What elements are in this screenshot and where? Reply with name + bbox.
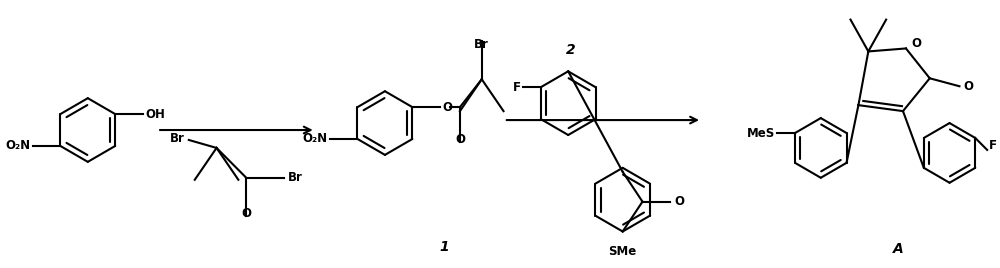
Text: MeS: MeS bbox=[747, 126, 775, 140]
Text: 2: 2 bbox=[566, 43, 576, 57]
Text: Br: Br bbox=[170, 132, 185, 146]
Text: O: O bbox=[455, 133, 465, 146]
Text: O: O bbox=[442, 101, 452, 114]
Text: O₂N: O₂N bbox=[303, 132, 328, 146]
Text: SMe: SMe bbox=[609, 245, 637, 258]
Text: O: O bbox=[241, 207, 251, 219]
Text: 1: 1 bbox=[440, 240, 449, 254]
Text: Br: Br bbox=[474, 38, 489, 50]
Text: O: O bbox=[963, 80, 973, 93]
Text: Br: Br bbox=[288, 171, 303, 184]
Text: OH: OH bbox=[145, 108, 165, 121]
Text: O₂N: O₂N bbox=[5, 139, 31, 152]
Text: A: A bbox=[893, 242, 903, 256]
Text: F: F bbox=[989, 139, 997, 152]
Text: F: F bbox=[513, 81, 521, 94]
Text: O: O bbox=[674, 195, 684, 208]
Text: O: O bbox=[911, 37, 921, 50]
